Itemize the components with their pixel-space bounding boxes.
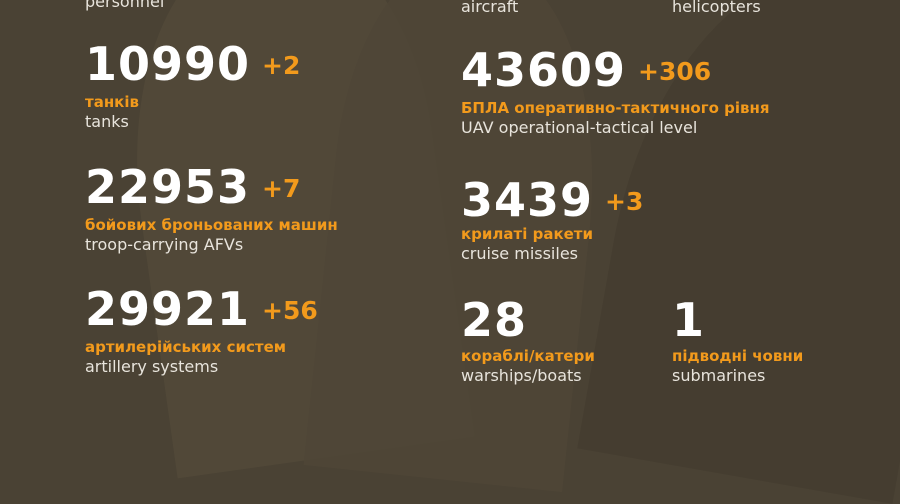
stat-label-en: troop-carrying AFVs: [85, 235, 244, 254]
stat-delta: +7: [262, 174, 301, 203]
label-personnel: personnel: [85, 0, 165, 11]
stat-value: 1: [672, 293, 706, 347]
stat-label-en: tanks: [85, 112, 129, 131]
stat-label-ua: підводні човни: [672, 347, 804, 365]
stat-label-ua: танків: [85, 93, 139, 111]
label-aircraft: aircraft: [461, 0, 519, 16]
stat-submarines: 1 підводні човни submarines: [672, 296, 803, 386]
stat-label-en: cruise missiles: [461, 244, 578, 263]
stat-value: 43609: [461, 43, 627, 97]
stat-value: 22953: [85, 160, 251, 214]
stat-label-en: artillery systems: [85, 357, 219, 376]
stat-label-ua: БПЛА оперативно-тактичного рівня: [461, 99, 770, 117]
stat-delta: +306: [638, 57, 712, 86]
stat-label-en: UAV operational-tactical level: [461, 118, 698, 137]
stat-value: 3439: [461, 173, 594, 227]
stat-label-ua: крилаті ракети: [461, 225, 594, 243]
stat-label-ua: артилерійських систем: [85, 338, 286, 356]
stat-cruise-missiles: 3439 +3 крилаті ракети cruise missiles: [461, 176, 643, 264]
label-helicopters: helicopters: [672, 0, 761, 16]
stat-tanks: 10990 +2 танків tanks: [85, 40, 300, 132]
stat-artillery: 29921 +56 артилерійських систем artillery…: [85, 285, 318, 377]
stat-value: 28: [461, 293, 528, 347]
stat-label-ua: бойових броньованих машин: [85, 216, 338, 234]
stat-uav: 43609 +306 БПЛА оперативно-тактичного рів…: [461, 46, 769, 138]
stat-value: 29921: [85, 282, 251, 336]
stat-value: 10990: [85, 37, 251, 91]
stat-label-en: warships/boats: [461, 366, 582, 385]
stat-delta: +3: [605, 187, 644, 216]
stat-label-en: submarines: [672, 366, 766, 385]
stat-label-ua: кораблі/катери: [461, 347, 595, 365]
stat-warships: 28 кораблі/катери warships/boats: [461, 296, 595, 386]
stat-delta: +2: [262, 51, 301, 80]
stat-delta: +56: [262, 296, 318, 325]
stat-afv: 22953 +7 бойових броньованих машин troop-…: [85, 163, 338, 255]
